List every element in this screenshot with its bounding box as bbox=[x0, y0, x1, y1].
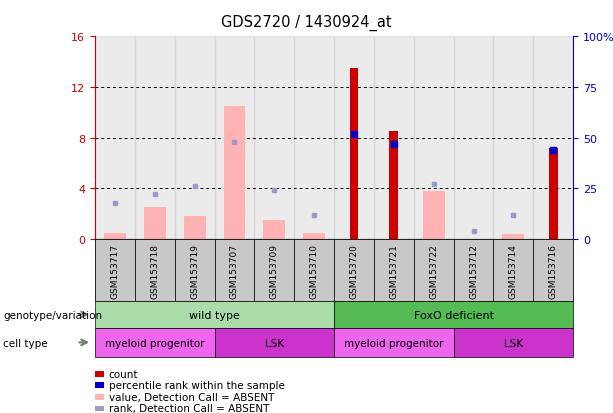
Text: count: count bbox=[109, 369, 138, 379]
Text: myeloid progenitor: myeloid progenitor bbox=[105, 338, 205, 348]
Text: GSM153722: GSM153722 bbox=[429, 243, 438, 298]
Text: cell type: cell type bbox=[3, 338, 48, 348]
Text: GDS2720 / 1430924_at: GDS2720 / 1430924_at bbox=[221, 14, 392, 31]
Bar bbox=[454, 37, 493, 240]
Bar bbox=[254, 37, 294, 240]
Text: percentile rank within the sample: percentile rank within the sample bbox=[109, 380, 284, 390]
Text: value, Detection Call = ABSENT: value, Detection Call = ABSENT bbox=[109, 392, 274, 402]
Bar bbox=[184, 217, 205, 240]
Text: LSK: LSK bbox=[265, 338, 284, 348]
Text: genotype/variation: genotype/variation bbox=[3, 310, 102, 320]
Bar bbox=[224, 107, 245, 240]
Text: GSM153709: GSM153709 bbox=[270, 243, 279, 298]
Bar bbox=[303, 233, 325, 240]
Text: GSM153716: GSM153716 bbox=[549, 243, 558, 298]
Bar bbox=[104, 233, 126, 240]
Bar bbox=[549, 148, 558, 240]
Bar bbox=[95, 37, 135, 240]
Text: GSM153719: GSM153719 bbox=[190, 243, 199, 298]
Bar bbox=[294, 37, 334, 240]
Bar bbox=[175, 37, 215, 240]
Text: GSM153717: GSM153717 bbox=[110, 243, 120, 298]
Text: FoxO deficient: FoxO deficient bbox=[414, 310, 493, 320]
Bar bbox=[334, 37, 374, 240]
Bar bbox=[215, 37, 254, 240]
Bar bbox=[389, 132, 398, 240]
Bar bbox=[144, 208, 166, 240]
Text: GSM153721: GSM153721 bbox=[389, 243, 398, 298]
Bar bbox=[423, 192, 444, 240]
Bar bbox=[349, 69, 359, 240]
Bar bbox=[493, 37, 533, 240]
Text: LSK: LSK bbox=[504, 338, 523, 348]
Text: GSM153720: GSM153720 bbox=[349, 243, 359, 298]
Bar bbox=[533, 37, 573, 240]
Bar bbox=[414, 37, 454, 240]
Text: GSM153707: GSM153707 bbox=[230, 243, 239, 298]
Bar bbox=[264, 221, 285, 240]
Bar bbox=[374, 37, 414, 240]
Text: GSM153718: GSM153718 bbox=[150, 243, 159, 298]
Text: GSM153714: GSM153714 bbox=[509, 243, 518, 298]
Text: GSM153710: GSM153710 bbox=[310, 243, 319, 298]
Bar bbox=[135, 37, 175, 240]
Bar bbox=[503, 235, 524, 240]
Text: myeloid progenitor: myeloid progenitor bbox=[344, 338, 444, 348]
Text: GSM153712: GSM153712 bbox=[469, 243, 478, 298]
Text: wild type: wild type bbox=[189, 310, 240, 320]
Text: rank, Detection Call = ABSENT: rank, Detection Call = ABSENT bbox=[109, 404, 269, 413]
